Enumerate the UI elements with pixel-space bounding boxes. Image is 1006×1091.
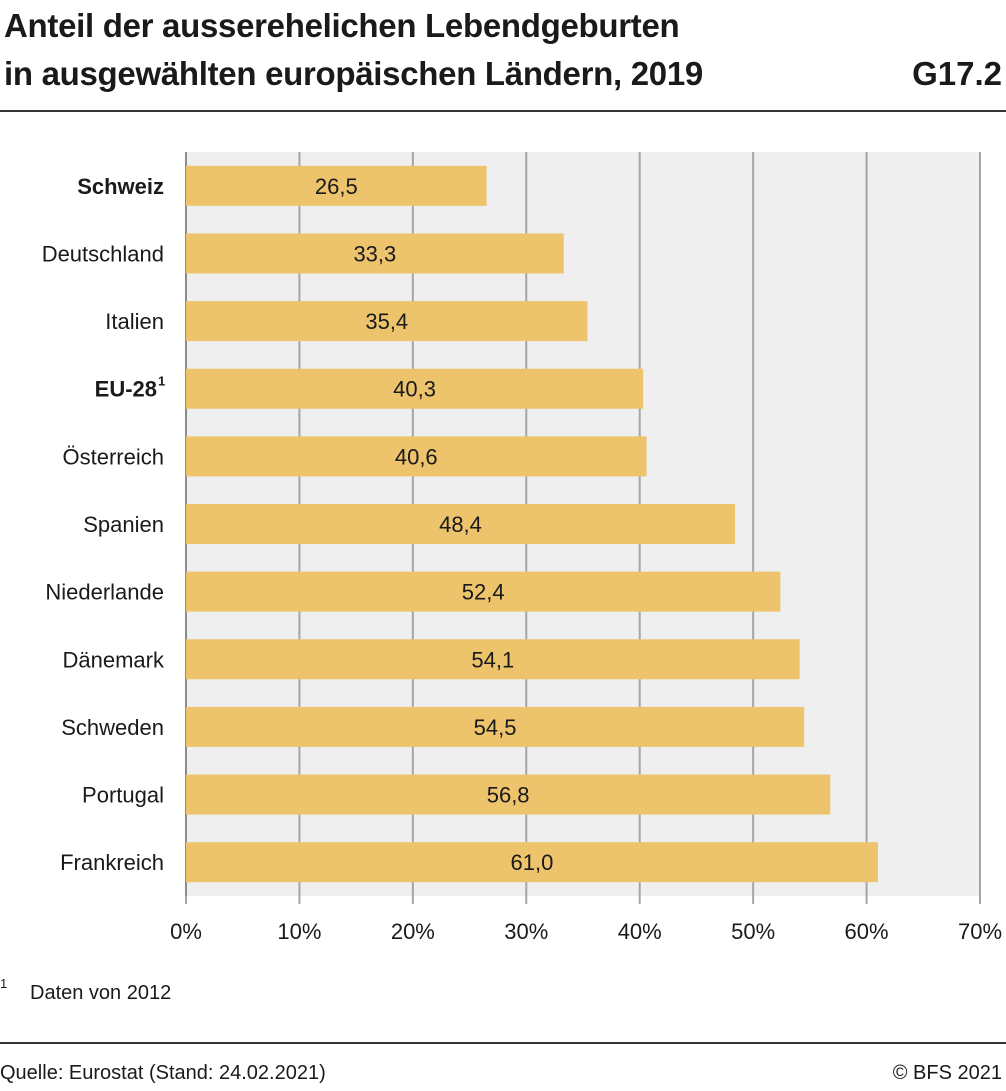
bar <box>186 774 831 815</box>
bar-chart: 0% 10% 20% 30% 40% 50% 60% 70% 26,5 Schweiz 33,3 De… <box>42 152 1002 944</box>
category-label: Schweden <box>61 715 164 740</box>
data-label: 40,6 <box>395 444 438 469</box>
bar <box>186 571 781 612</box>
x-tick-label: 70% <box>958 919 1002 944</box>
bar <box>186 504 735 544</box>
data-label: 48,4 <box>439 512 482 537</box>
footer-divider <box>0 1042 1006 1044</box>
data-label: 35,4 <box>365 309 408 334</box>
data-label: 54,5 <box>474 715 517 740</box>
category-label: Spanien <box>83 512 164 537</box>
title-divider <box>0 110 1006 112</box>
category-label: Schweiz <box>77 174 164 199</box>
footnote-superscript: 1 <box>158 374 165 389</box>
data-label: 61,0 <box>511 850 554 875</box>
bar <box>186 301 588 342</box>
copyright-note: © BFS 2021 <box>892 1062 1002 1084</box>
category-label: Portugal <box>82 783 164 808</box>
data-label: 26,5 <box>315 174 358 199</box>
chart-code: G17.2 <box>912 55 1002 92</box>
x-tick-label: 10% <box>277 919 321 944</box>
category-label: Deutschland <box>42 241 164 266</box>
category-label: EU-28 <box>95 377 157 402</box>
footnote-text: Daten von 2012 <box>30 982 172 1004</box>
x-tick-label: 20% <box>391 919 435 944</box>
x-tick-label: 0% <box>170 919 202 944</box>
category-label: Frankreich <box>60 850 164 875</box>
data-label: 52,4 <box>462 580 505 605</box>
x-tick-label: 60% <box>845 919 889 944</box>
category-label: Italien <box>105 309 164 334</box>
x-tick-label: 50% <box>731 919 775 944</box>
footnote-marker: 1 <box>0 976 8 991</box>
chart-title-line-2: in ausgewählten europäischen Ländern, 20… <box>4 55 703 92</box>
category-label: Niederlande <box>45 580 164 605</box>
data-label: 54,1 <box>471 647 514 672</box>
bar <box>186 368 644 409</box>
category-label: Dänemark <box>63 647 165 672</box>
chart-title-line-1: Anteil der ausserehelichen Lebendgeburte… <box>4 7 680 44</box>
bar <box>186 233 564 274</box>
bar <box>186 639 800 680</box>
bar <box>186 436 647 477</box>
x-tick-label: 40% <box>618 919 662 944</box>
bar <box>186 165 487 206</box>
chart-title: Anteil der ausserehelichen Lebendgeburte… <box>4 2 1004 98</box>
x-tick-label: 30% <box>504 919 548 944</box>
source-note: Quelle: Eurostat (Stand: 24.02.2021) <box>0 1062 326 1084</box>
category-label: Österreich <box>63 444 164 469</box>
bar <box>186 706 805 747</box>
data-label: 33,3 <box>353 241 396 266</box>
footnote: 1 Daten von 2012 <box>0 976 171 1008</box>
data-label: 56,8 <box>487 783 530 808</box>
bar <box>186 842 878 883</box>
data-label: 40,3 <box>393 377 436 402</box>
